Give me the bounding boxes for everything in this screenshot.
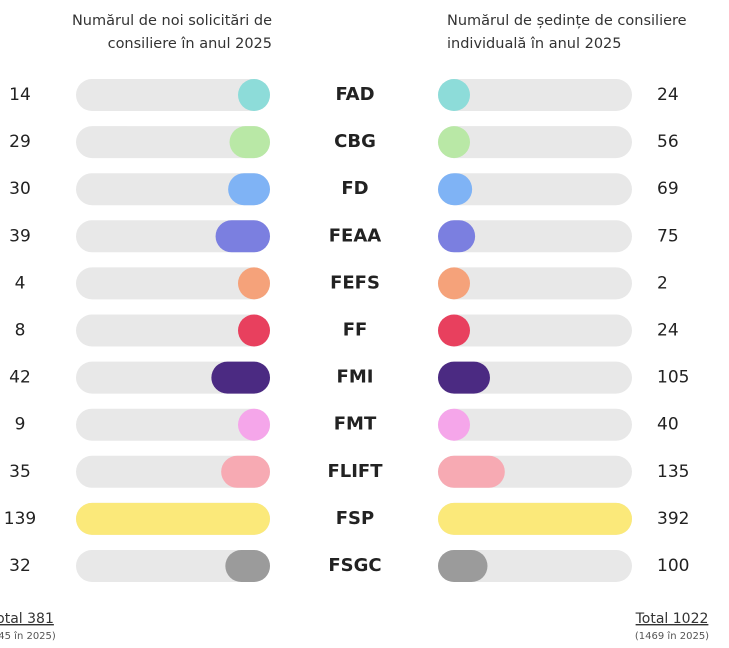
category-label: FD xyxy=(341,178,368,199)
bar-track xyxy=(76,267,270,300)
bar xyxy=(438,173,473,206)
value-label: 75 xyxy=(657,226,679,246)
bar xyxy=(221,455,270,488)
category-label: FAD xyxy=(335,84,374,105)
value-label: 40 xyxy=(657,415,679,435)
bar-track xyxy=(76,455,270,488)
bar xyxy=(228,173,270,206)
chart-title: consiliere în anul 2025 xyxy=(108,36,272,52)
category-label: FLIFT xyxy=(327,461,383,482)
value-label: 135 xyxy=(657,462,689,482)
value-label: 39 xyxy=(9,226,31,246)
value-label: 35 xyxy=(9,462,31,482)
category-label: CBG xyxy=(334,131,376,152)
category-label: FSP xyxy=(336,508,374,529)
value-label: 392 xyxy=(657,509,689,529)
value-label: 139 xyxy=(4,509,36,529)
total-note: (1469 în 2025) xyxy=(635,630,709,642)
category-label: FEAA xyxy=(329,225,382,246)
category-label: FMT xyxy=(334,414,377,435)
bar xyxy=(229,126,270,159)
value-label: 29 xyxy=(9,132,31,152)
value-label: 100 xyxy=(657,556,689,576)
bar xyxy=(238,408,270,441)
value-label: 2 xyxy=(657,273,668,293)
value-label: 14 xyxy=(9,85,31,105)
value-label: 24 xyxy=(657,321,679,341)
bar xyxy=(438,126,470,159)
bar xyxy=(438,220,476,253)
value-label: 4 xyxy=(15,273,26,293)
bar xyxy=(438,408,470,441)
bar xyxy=(211,361,270,394)
value-label: 42 xyxy=(9,368,31,388)
total: Total 1022 xyxy=(635,611,709,627)
value-label: 24 xyxy=(657,85,679,105)
value-label: 8 xyxy=(15,321,26,341)
bar xyxy=(438,455,505,488)
bar-track xyxy=(438,220,632,253)
value-label: 30 xyxy=(9,179,31,199)
bar-track xyxy=(76,314,270,347)
chart-title: Numărul de ședințe de consiliere xyxy=(447,13,687,29)
chart-title: individuală în anul 2025 xyxy=(447,36,622,52)
category-label: FMI xyxy=(337,367,374,388)
category-label: FSGC xyxy=(328,555,381,576)
bar-track xyxy=(438,314,632,347)
chart-title: Numărul de noi solicitări de xyxy=(72,13,272,29)
bar xyxy=(438,361,490,394)
bar-track xyxy=(76,126,270,159)
bar-track xyxy=(76,550,270,582)
value-label: 32 xyxy=(9,556,31,576)
bar xyxy=(76,502,270,535)
bar-track xyxy=(438,126,632,159)
bar-track xyxy=(438,79,632,111)
bar xyxy=(438,79,470,111)
value-label: 9 xyxy=(15,415,26,435)
bar-track xyxy=(438,173,632,206)
bar xyxy=(438,502,632,535)
value-label: 105 xyxy=(657,368,689,388)
category-label: FEFS xyxy=(330,272,380,293)
category-label: FF xyxy=(343,320,368,341)
total: Total 381 xyxy=(0,611,54,627)
bar-track xyxy=(438,550,632,582)
bar-track xyxy=(438,267,632,300)
value-label: 56 xyxy=(657,132,679,152)
bar xyxy=(238,79,270,111)
bar-track xyxy=(76,408,270,441)
bar xyxy=(215,220,270,253)
value-label: 69 xyxy=(657,179,679,199)
bar xyxy=(438,550,488,582)
total-note: (345 în 2025) xyxy=(0,630,56,642)
bar-track xyxy=(438,408,632,441)
bar xyxy=(238,267,270,300)
bar xyxy=(438,314,470,347)
bar-track xyxy=(76,79,270,111)
bar-track xyxy=(76,173,270,206)
bar xyxy=(238,314,270,347)
bar xyxy=(438,267,470,300)
bar xyxy=(225,550,270,582)
